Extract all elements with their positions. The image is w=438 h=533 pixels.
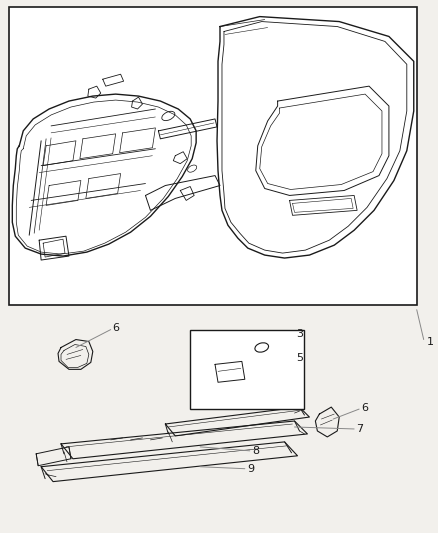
- Bar: [190, 329, 304, 409]
- Text: 1: 1: [427, 336, 434, 346]
- Text: 5: 5: [297, 353, 304, 364]
- Text: 9: 9: [247, 464, 254, 474]
- Text: 6: 6: [113, 322, 120, 333]
- Text: 6: 6: [361, 403, 368, 413]
- Text: 3: 3: [297, 328, 304, 338]
- Text: 7: 7: [356, 424, 363, 434]
- Bar: [9, 6, 417, 305]
- Text: 8: 8: [252, 446, 259, 456]
